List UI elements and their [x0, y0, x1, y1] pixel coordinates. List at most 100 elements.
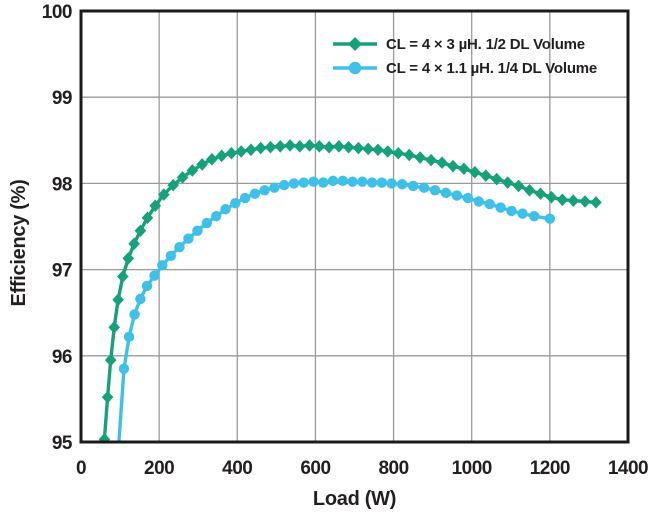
- diamond-marker: [108, 321, 121, 334]
- diamond-marker: [128, 237, 140, 251]
- diamond-marker: [167, 178, 180, 192]
- circle-marker: [259, 185, 270, 196]
- circle-marker: [111, 476, 121, 486]
- diamond-marker: [342, 140, 355, 154]
- diamond-marker: [590, 196, 602, 209]
- circle-marker: [165, 250, 177, 262]
- series-line: [117, 179, 552, 442]
- diamond-marker: [101, 390, 114, 404]
- x-tick-label: 200: [144, 458, 174, 479]
- y-tick-label: 96: [52, 347, 72, 368]
- diamond-marker: [469, 165, 481, 179]
- circle-marker: [429, 185, 441, 196]
- circle-marker: [357, 176, 368, 187]
- diamond-marker: [362, 142, 374, 156]
- x-axis-title: Load (W): [313, 488, 396, 510]
- diamond-marker: [458, 162, 470, 176]
- diamond-marker: [225, 146, 238, 160]
- diamond-marker: [545, 190, 558, 204]
- y-axis-title: Efficiency (%): [8, 180, 30, 307]
- x-tick-label: 600: [300, 458, 330, 479]
- plot-border: [79, 9, 630, 444]
- x-tick-label: 0: [76, 458, 86, 479]
- y-tick-label: 99: [52, 88, 72, 109]
- diamond-marker: [392, 146, 405, 160]
- diamond-marker: [512, 179, 525, 193]
- y-tick-label: 98: [52, 174, 72, 195]
- circle-marker: [396, 179, 408, 190]
- circle-marker: [269, 182, 280, 193]
- diamond-marker: [534, 187, 547, 201]
- circle-marker: [376, 177, 388, 188]
- diamond-marker: [264, 140, 277, 154]
- circle-marker: [210, 210, 222, 222]
- circle-marker: [386, 178, 397, 189]
- circle-marker: [366, 177, 378, 188]
- circle-marker: [129, 309, 140, 320]
- y-tick-label: 97: [52, 261, 72, 282]
- x-tick-label: 400: [222, 458, 252, 479]
- circle-marker: [462, 192, 474, 204]
- circle-marker: [288, 178, 300, 189]
- circle-marker: [278, 179, 290, 191]
- diamond-marker: [381, 145, 394, 158]
- circle-marker: [118, 363, 130, 374]
- diamond-marker: [134, 224, 147, 238]
- diamond-marker: [372, 143, 384, 157]
- circle-marker: [183, 233, 194, 244]
- chart-legend: CL = 4 × 3 µH. 1/2 DL Volume CL = 4 × 1.…: [332, 33, 597, 79]
- circle-marker: [201, 217, 213, 229]
- diamond-marker: [313, 140, 326, 153]
- legend-label-half-dl: CL = 4 × 3 µH. 1/2 DL Volume: [386, 35, 585, 53]
- circle-marker: [308, 176, 319, 187]
- diamond-marker: [490, 172, 503, 186]
- legend-diamond-marker-icon: [333, 37, 377, 51]
- diamond-marker: [323, 140, 335, 154]
- diamond-marker: [186, 164, 199, 177]
- y-tick-label: 95: [52, 433, 73, 454]
- diamond-marker: [414, 151, 426, 164]
- circle-marker: [327, 175, 339, 187]
- circle-marker: [451, 190, 463, 201]
- series-2: [111, 175, 556, 486]
- diamond-marker: [294, 140, 306, 153]
- circle-marker: [529, 210, 540, 222]
- diamond-marker: [567, 194, 580, 207]
- y-axis-ticks: 95 96 97 98 99 100: [42, 2, 74, 454]
- diamond-marker: [523, 183, 536, 197]
- circle-marker: [506, 205, 517, 217]
- circle-marker: [440, 187, 452, 199]
- series-1: [98, 139, 602, 442]
- diamond-marker: [556, 193, 569, 207]
- circle-marker: [141, 280, 153, 292]
- legend-entry-quarter-dl: CL = 4 × 1.1 µH. 1/4 DL Volume: [332, 57, 597, 79]
- diamond-marker: [117, 270, 129, 283]
- circle-marker: [123, 331, 135, 343]
- diamond-marker: [98, 433, 111, 442]
- diamond-marker: [141, 211, 154, 225]
- diamond-marker: [333, 140, 345, 153]
- legend-entry-half-dl: CL = 4 × 3 µH. 1/2 DL Volume: [332, 33, 597, 55]
- diamond-marker: [122, 252, 135, 265]
- circle-marker: [149, 270, 160, 281]
- diamond-marker: [284, 139, 296, 152]
- circle-marker: [192, 225, 203, 237]
- circle-marker: [220, 204, 231, 215]
- x-tick-label: 1200: [530, 458, 570, 479]
- circle-marker: [157, 260, 168, 271]
- circle-marker: [495, 202, 506, 213]
- x-tick-label: 1000: [452, 458, 492, 479]
- diamond-marker: [112, 293, 124, 307]
- circle-marker: [230, 198, 241, 209]
- diamond-marker: [436, 156, 448, 170]
- circle-marker: [347, 176, 358, 187]
- circle-marker: [473, 196, 484, 207]
- x-tick-label: 1400: [608, 458, 648, 479]
- diamond-marker: [403, 148, 415, 162]
- y-tick-label: 100: [42, 2, 72, 23]
- diamond-marker: [425, 153, 437, 167]
- circle-marker: [298, 177, 309, 188]
- circle-marker: [135, 293, 146, 305]
